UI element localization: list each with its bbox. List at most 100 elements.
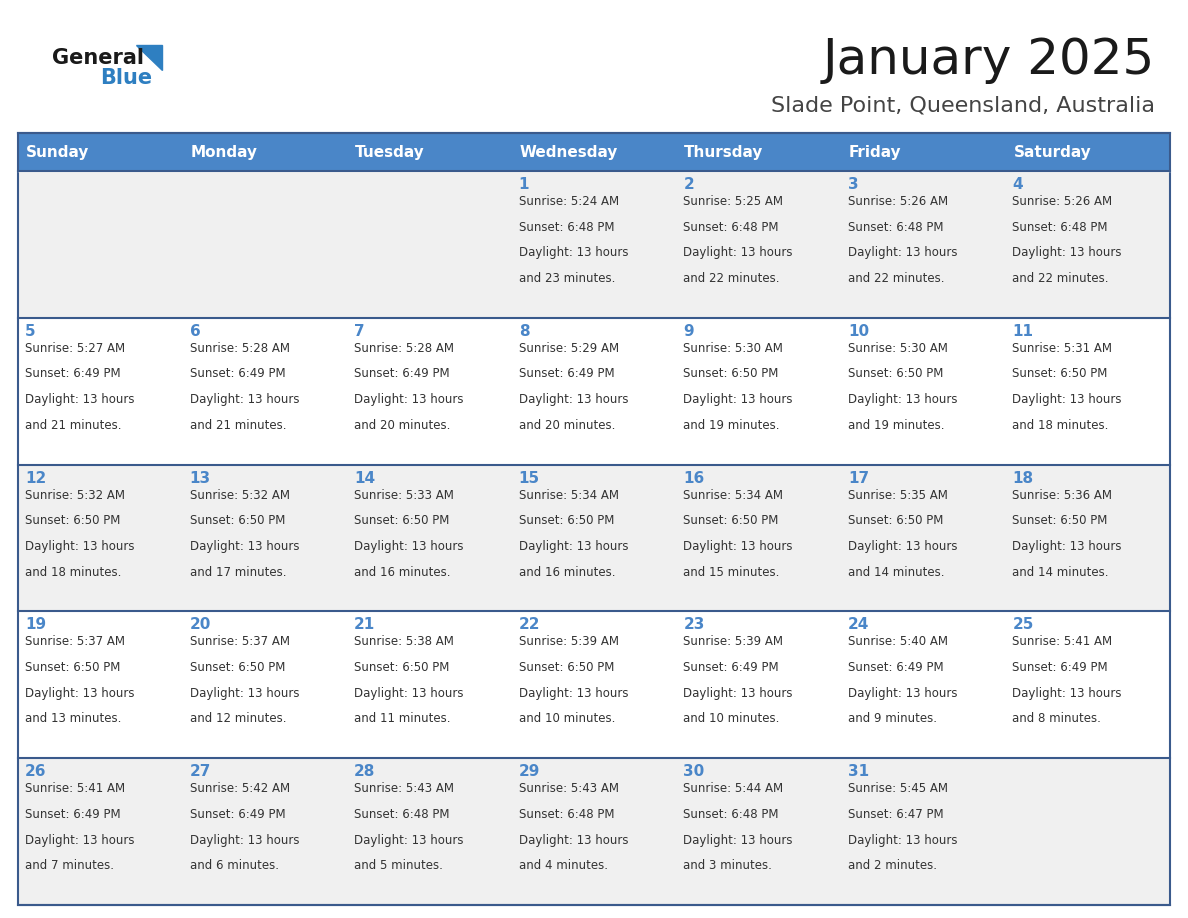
- Text: Sunrise: 5:38 AM: Sunrise: 5:38 AM: [354, 635, 454, 648]
- Text: Daylight: 13 hours: Daylight: 13 hours: [848, 246, 958, 260]
- Text: 27: 27: [190, 764, 211, 779]
- Text: and 7 minutes.: and 7 minutes.: [25, 859, 114, 872]
- Bar: [676, 133, 841, 171]
- Text: and 22 minutes.: and 22 minutes.: [683, 272, 779, 285]
- Text: Sunset: 6:50 PM: Sunset: 6:50 PM: [519, 514, 614, 527]
- Bar: [676, 318, 841, 465]
- Text: 6: 6: [190, 324, 201, 339]
- Bar: [347, 611, 512, 758]
- Text: and 19 minutes.: and 19 minutes.: [683, 419, 779, 431]
- Bar: [18, 133, 183, 171]
- Text: and 21 minutes.: and 21 minutes.: [25, 419, 121, 431]
- Text: 2: 2: [683, 177, 694, 192]
- Text: and 22 minutes.: and 22 minutes.: [848, 272, 944, 285]
- Text: Sunrise: 5:39 AM: Sunrise: 5:39 AM: [683, 635, 783, 648]
- Text: General: General: [52, 48, 144, 68]
- Text: Sunrise: 5:24 AM: Sunrise: 5:24 AM: [519, 195, 619, 208]
- Text: 1: 1: [519, 177, 529, 192]
- Text: Saturday: Saturday: [1013, 144, 1092, 160]
- Text: Daylight: 13 hours: Daylight: 13 hours: [519, 540, 628, 553]
- Bar: [512, 758, 676, 905]
- Text: Sunrise: 5:34 AM: Sunrise: 5:34 AM: [683, 488, 783, 501]
- Text: Sunrise: 5:26 AM: Sunrise: 5:26 AM: [848, 195, 948, 208]
- Text: Daylight: 13 hours: Daylight: 13 hours: [519, 687, 628, 700]
- Text: Daylight: 13 hours: Daylight: 13 hours: [519, 246, 628, 260]
- Bar: [1005, 318, 1170, 465]
- Polygon shape: [135, 45, 162, 70]
- Text: Sunset: 6:48 PM: Sunset: 6:48 PM: [519, 220, 614, 234]
- Text: 26: 26: [25, 764, 46, 779]
- Bar: [1005, 133, 1170, 171]
- Text: Sunset: 6:49 PM: Sunset: 6:49 PM: [354, 367, 450, 380]
- Text: Sunrise: 5:26 AM: Sunrise: 5:26 AM: [1012, 195, 1112, 208]
- Text: 4: 4: [1012, 177, 1023, 192]
- Text: Sunset: 6:50 PM: Sunset: 6:50 PM: [683, 514, 778, 527]
- Text: Sunset: 6:48 PM: Sunset: 6:48 PM: [848, 220, 943, 234]
- Text: Sunrise: 5:43 AM: Sunrise: 5:43 AM: [519, 782, 619, 795]
- Text: and 10 minutes.: and 10 minutes.: [683, 712, 779, 725]
- Text: and 18 minutes.: and 18 minutes.: [25, 565, 121, 578]
- Text: Sunday: Sunday: [26, 144, 89, 160]
- Bar: [18, 318, 183, 465]
- Text: 10: 10: [848, 324, 868, 339]
- Text: and 20 minutes.: and 20 minutes.: [354, 419, 450, 431]
- Text: Sunrise: 5:35 AM: Sunrise: 5:35 AM: [848, 488, 948, 501]
- Bar: [841, 611, 1005, 758]
- Bar: [512, 465, 676, 611]
- Text: 24: 24: [848, 618, 870, 633]
- Text: 7: 7: [354, 324, 365, 339]
- Text: and 5 minutes.: and 5 minutes.: [354, 859, 443, 872]
- Text: Sunset: 6:50 PM: Sunset: 6:50 PM: [190, 514, 285, 527]
- Text: Blue: Blue: [100, 68, 152, 88]
- Text: Daylight: 13 hours: Daylight: 13 hours: [25, 687, 134, 700]
- Text: 23: 23: [683, 618, 704, 633]
- Text: Sunset: 6:49 PM: Sunset: 6:49 PM: [848, 661, 943, 674]
- Bar: [18, 611, 183, 758]
- Text: Daylight: 13 hours: Daylight: 13 hours: [354, 687, 463, 700]
- Text: Daylight: 13 hours: Daylight: 13 hours: [1012, 393, 1121, 406]
- Text: 28: 28: [354, 764, 375, 779]
- Text: Daylight: 13 hours: Daylight: 13 hours: [25, 393, 134, 406]
- Text: 19: 19: [25, 618, 46, 633]
- Text: Sunset: 6:49 PM: Sunset: 6:49 PM: [25, 808, 121, 821]
- Text: Daylight: 13 hours: Daylight: 13 hours: [354, 393, 463, 406]
- Text: and 13 minutes.: and 13 minutes.: [25, 712, 121, 725]
- Text: Sunrise: 5:43 AM: Sunrise: 5:43 AM: [354, 782, 454, 795]
- Text: Sunrise: 5:34 AM: Sunrise: 5:34 AM: [519, 488, 619, 501]
- Bar: [841, 171, 1005, 318]
- Text: 21: 21: [354, 618, 375, 633]
- Text: 18: 18: [1012, 471, 1034, 486]
- Bar: [347, 318, 512, 465]
- Text: 3: 3: [848, 177, 859, 192]
- Text: 5: 5: [25, 324, 36, 339]
- Bar: [676, 171, 841, 318]
- Bar: [676, 465, 841, 611]
- Text: Sunset: 6:50 PM: Sunset: 6:50 PM: [25, 661, 120, 674]
- Text: 17: 17: [848, 471, 868, 486]
- Text: Slade Point, Queensland, Australia: Slade Point, Queensland, Australia: [771, 95, 1155, 115]
- Text: Sunrise: 5:36 AM: Sunrise: 5:36 AM: [1012, 488, 1112, 501]
- Text: Daylight: 13 hours: Daylight: 13 hours: [519, 834, 628, 846]
- Text: Tuesday: Tuesday: [355, 144, 425, 160]
- Text: Sunset: 6:50 PM: Sunset: 6:50 PM: [683, 367, 778, 380]
- Text: 31: 31: [848, 764, 868, 779]
- Bar: [512, 318, 676, 465]
- Text: Sunrise: 5:37 AM: Sunrise: 5:37 AM: [25, 635, 125, 648]
- Text: Sunset: 6:49 PM: Sunset: 6:49 PM: [1012, 661, 1108, 674]
- Text: 16: 16: [683, 471, 704, 486]
- Text: and 6 minutes.: and 6 minutes.: [190, 859, 278, 872]
- Bar: [183, 318, 347, 465]
- Text: Sunrise: 5:32 AM: Sunrise: 5:32 AM: [190, 488, 290, 501]
- Text: Sunset: 6:48 PM: Sunset: 6:48 PM: [683, 220, 779, 234]
- Text: and 8 minutes.: and 8 minutes.: [1012, 712, 1101, 725]
- Text: Sunset: 6:50 PM: Sunset: 6:50 PM: [848, 367, 943, 380]
- Text: Daylight: 13 hours: Daylight: 13 hours: [190, 393, 299, 406]
- Bar: [183, 758, 347, 905]
- Bar: [676, 611, 841, 758]
- Text: Daylight: 13 hours: Daylight: 13 hours: [848, 687, 958, 700]
- Text: 12: 12: [25, 471, 46, 486]
- Text: Sunset: 6:50 PM: Sunset: 6:50 PM: [354, 514, 449, 527]
- Text: Sunset: 6:49 PM: Sunset: 6:49 PM: [519, 367, 614, 380]
- Text: Sunrise: 5:39 AM: Sunrise: 5:39 AM: [519, 635, 619, 648]
- Text: and 10 minutes.: and 10 minutes.: [519, 712, 615, 725]
